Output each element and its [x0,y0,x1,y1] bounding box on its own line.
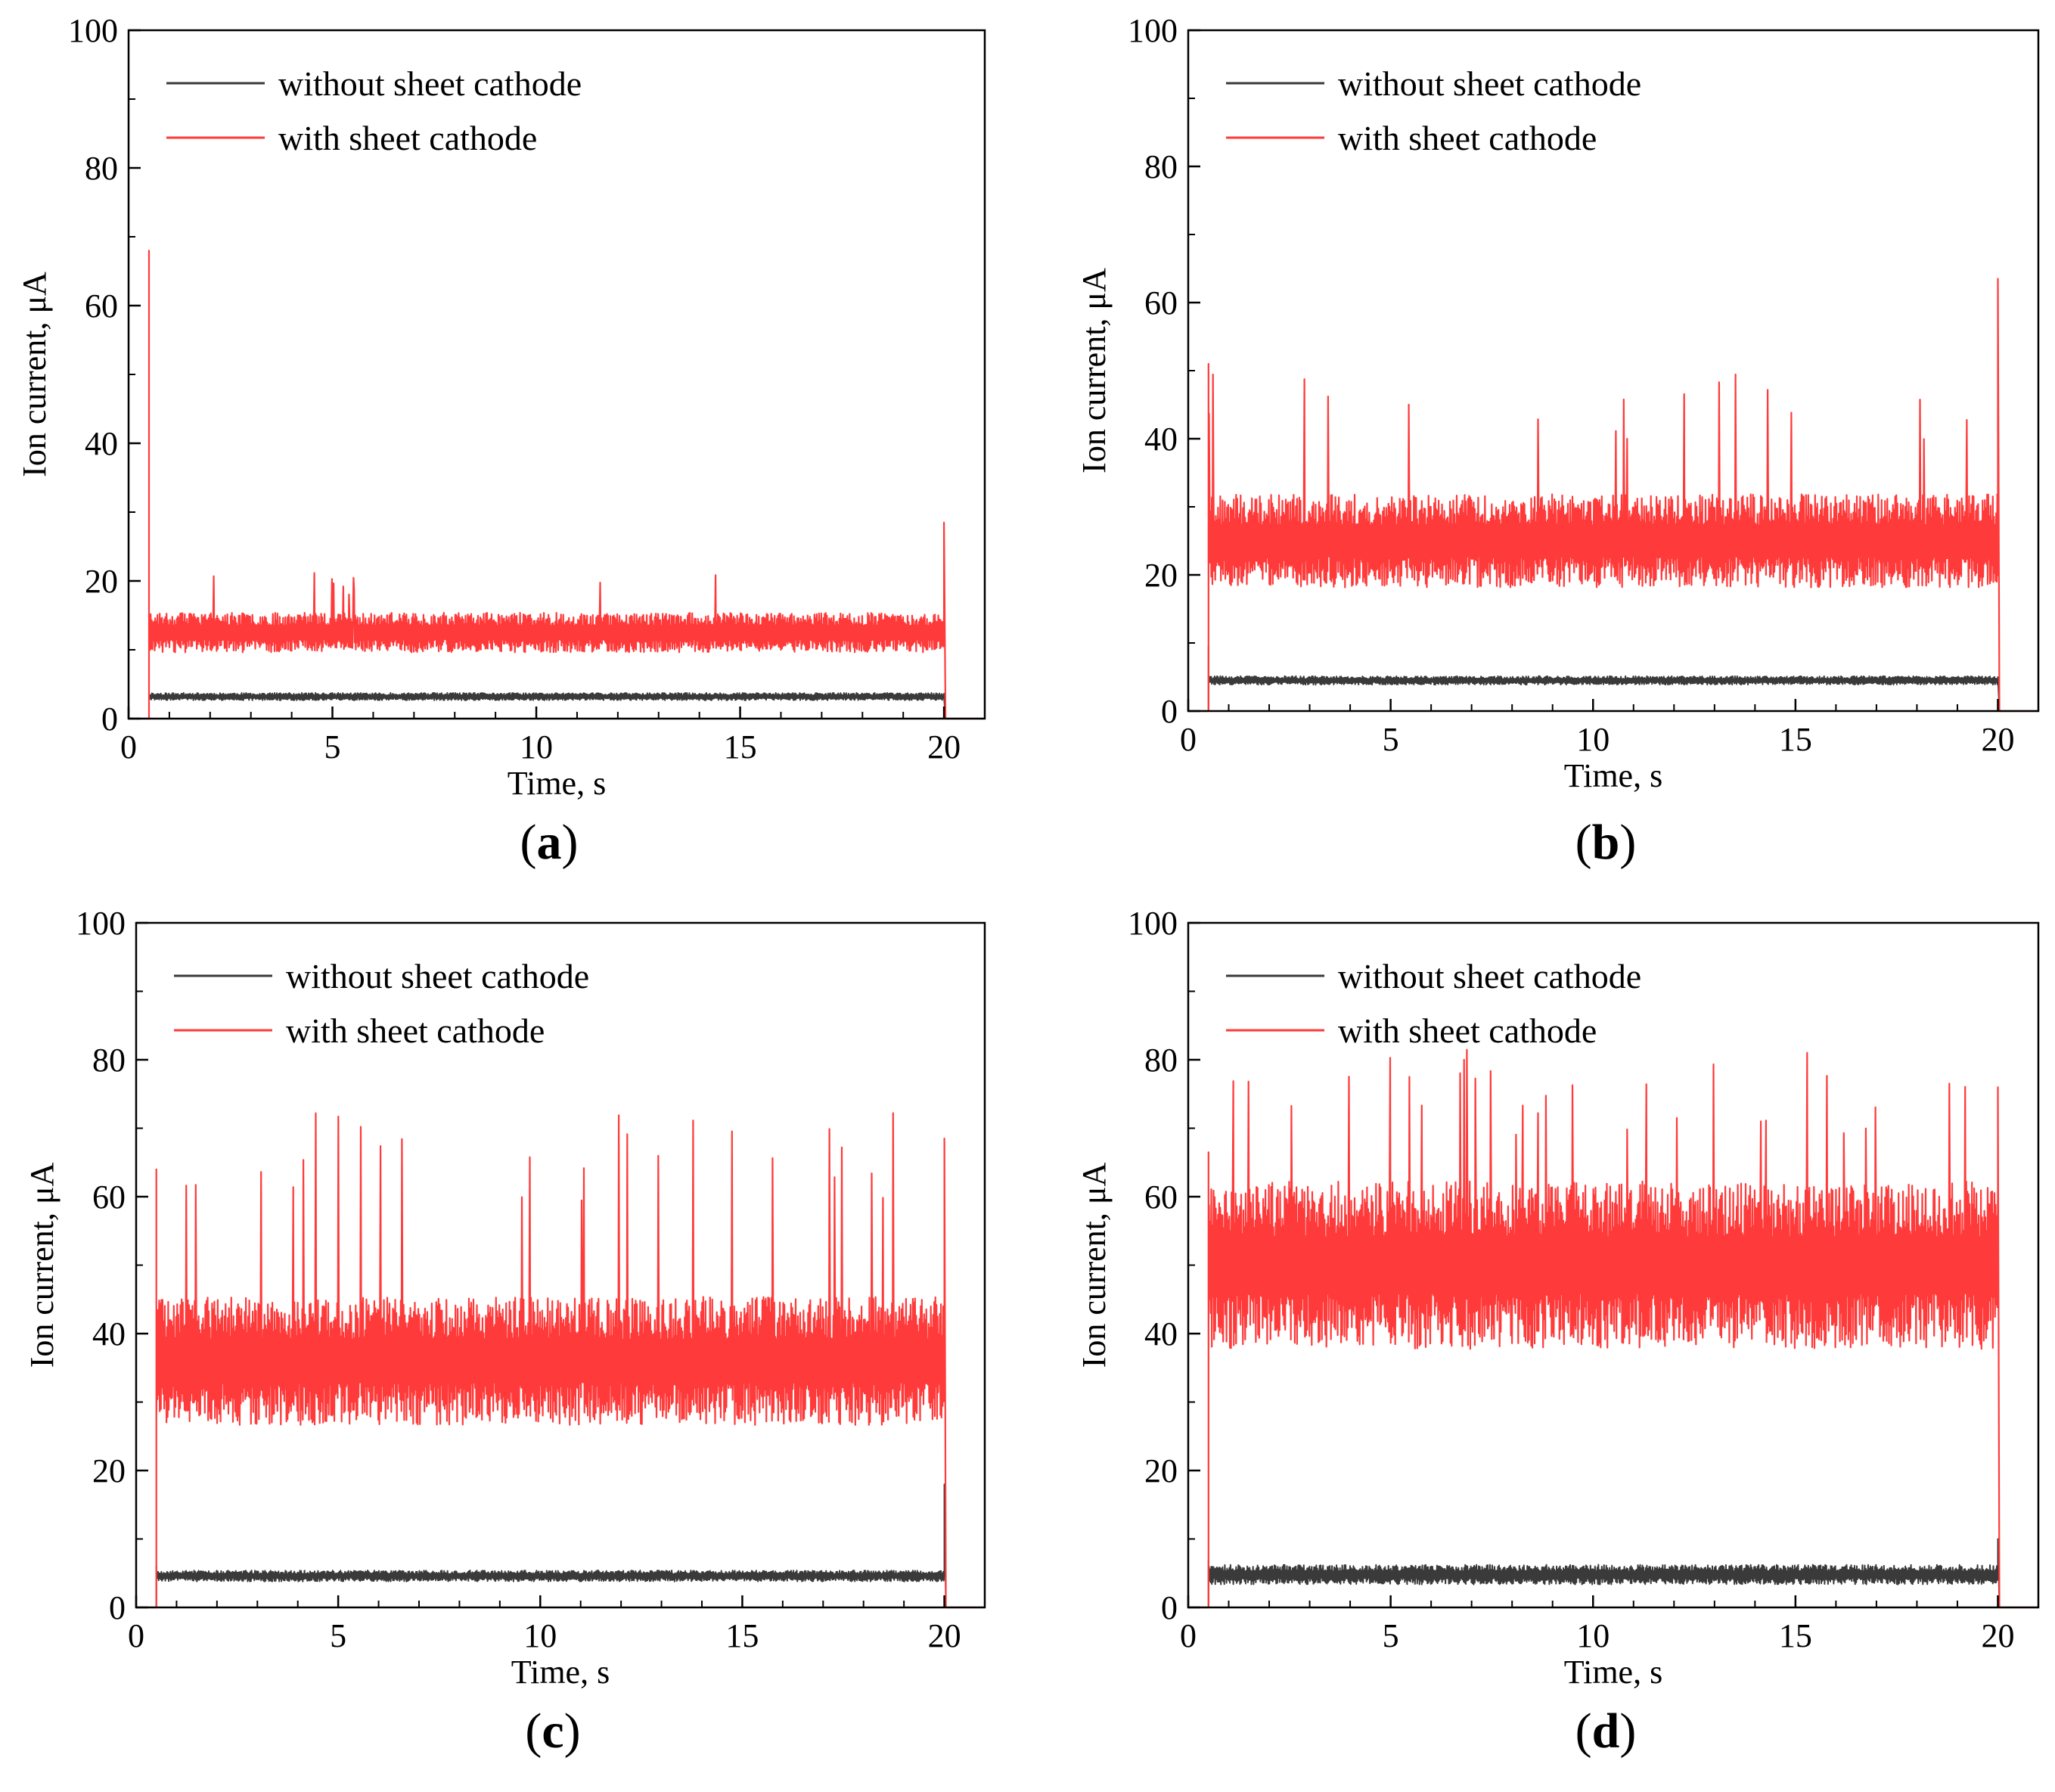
y-tick-label: 20 [1144,557,1178,594]
x-axis-title: Time, s [508,765,606,802]
series-without-sheet-cathode [136,1483,985,1608]
y-tick-label: 60 [92,1179,126,1216]
series-with-sheet-cathode [1188,1048,2038,1609]
y-tick-label: 100 [1128,12,1178,49]
y-tick-label: 60 [1144,284,1178,321]
x-tick-label: 20 [928,1617,961,1654]
y-tick-label: 20 [85,563,118,600]
legend-label-with: with sheet cathode [286,1011,545,1050]
y-tick-label: 0 [101,700,118,738]
y-tick-label: 60 [1144,1179,1178,1216]
x-tick-label: 15 [1779,1617,1812,1654]
y-axis-title: Ion current, μA [23,1162,61,1368]
series-with-sheet-cathode [129,250,985,720]
x-axis-title: Time, s [1564,757,1662,794]
panel-label-letter: a [537,815,562,870]
y-tick-label: 40 [92,1315,126,1353]
series-without-sheet-cathode [1188,1538,2038,1608]
series-with-sheet-cathode [1188,278,2038,713]
panel-label-letter: d [1592,1703,1620,1759]
x-tick-label: 15 [725,1617,759,1654]
panel-label-b: (b) [1575,815,1637,870]
panel-label-open: ( [520,815,537,870]
x-tick-label: 0 [1180,721,1197,758]
y-tick-label: 80 [85,150,118,187]
y-tick-label: 100 [68,12,118,49]
legend-label-without: without sheet cathode [1338,957,1641,995]
legend-label-without: without sheet cathode [278,64,582,103]
legend-label-with: with sheet cathode [278,119,537,157]
y-tick-label: 0 [1161,693,1178,730]
panel-label-letter: b [1592,815,1620,870]
y-axis-title: Ion current, μA [1076,268,1113,474]
y-tick-label: 0 [1161,1589,1178,1626]
y-axis-title: Ion current, μA [16,272,53,477]
x-tick-label: 10 [523,1617,557,1654]
panel-label-close: ) [564,1703,581,1759]
x-tick-label: 5 [324,728,341,766]
x-tick-label: 15 [1779,721,1812,758]
y-axis-title: Ion current, μA [1076,1162,1113,1368]
x-tick-label: 15 [724,728,757,766]
x-tick-label: 0 [1180,1617,1197,1654]
panel-c: 0 20 40 60 80 100 0 5 10 15 20 Time, s Ion current, … [23,905,986,1759]
x-axis-title: Time, s [511,1654,610,1691]
y-tick-label: 40 [1144,1315,1178,1353]
y-tick-label: 40 [1144,421,1178,458]
legend-label-with: with sheet cathode [1338,119,1597,157]
panel-label-d: (d) [1575,1703,1637,1759]
legend-label-without: without sheet cathode [286,957,589,995]
panel-label-open: ( [1575,1703,1592,1759]
series-without-sheet-cathode [1188,645,2038,712]
x-tick-label: 5 [1383,721,1399,758]
axis-frame [135,921,986,1609]
y-tick-label: 80 [1144,1042,1178,1079]
panel-label-c: (c) [525,1703,580,1759]
panel-label-close: ) [1619,1703,1636,1759]
x-tick-label: 10 [1576,1617,1610,1654]
y-tick-label: 20 [1144,1452,1178,1489]
y-tick-label: 80 [92,1042,126,1079]
x-tick-label: 0 [120,728,137,766]
panel-label-open: ( [1575,815,1592,870]
panel-label-letter: c [542,1703,563,1759]
x-tick-label: 5 [1383,1617,1399,1654]
y-tick-label: 80 [1144,148,1178,185]
y-tick-label: 100 [76,905,126,942]
y-tick-label: 20 [92,1452,126,1489]
x-tick-label: 20 [927,728,961,766]
panel-b: 0 20 40 60 80 100 0 5 10 15 20 Time, s Ion current, … [1076,12,2040,870]
panel-label-close: ) [562,815,579,870]
x-tick-label: 20 [1981,1617,2014,1654]
x-tick-label: 0 [128,1617,144,1654]
x-tick-label: 10 [1576,721,1610,758]
x-tick-label: 10 [520,728,553,766]
x-tick-label: 20 [1981,721,2014,758]
y-tick-label: 100 [1128,905,1178,942]
panel-label-close: ) [1619,815,1636,870]
series-without-sheet-cathode [129,692,985,719]
y-tick-label: 40 [85,425,118,462]
panel-label-a: (a) [520,815,579,870]
y-tick-label: 60 [85,287,118,325]
panel-a: 0 20 40 60 80 100 0 5 10 15 20 Time, s Ion current, … [16,12,986,870]
legend-label-with: with sheet cathode [1338,1011,1597,1050]
x-axis-title: Time, s [1564,1654,1662,1691]
panel-label-open: ( [525,1703,542,1759]
y-tick-label: 0 [109,1589,126,1626]
series-with-sheet-cathode [136,1112,985,1609]
panel-d: 0 20 40 60 80 100 0 5 10 15 20 Time, s Ion current, … [1076,905,2040,1759]
x-tick-label: 5 [330,1617,346,1654]
legend-label-without: without sheet cathode [1338,64,1641,103]
axis-frame [1187,29,2040,713]
